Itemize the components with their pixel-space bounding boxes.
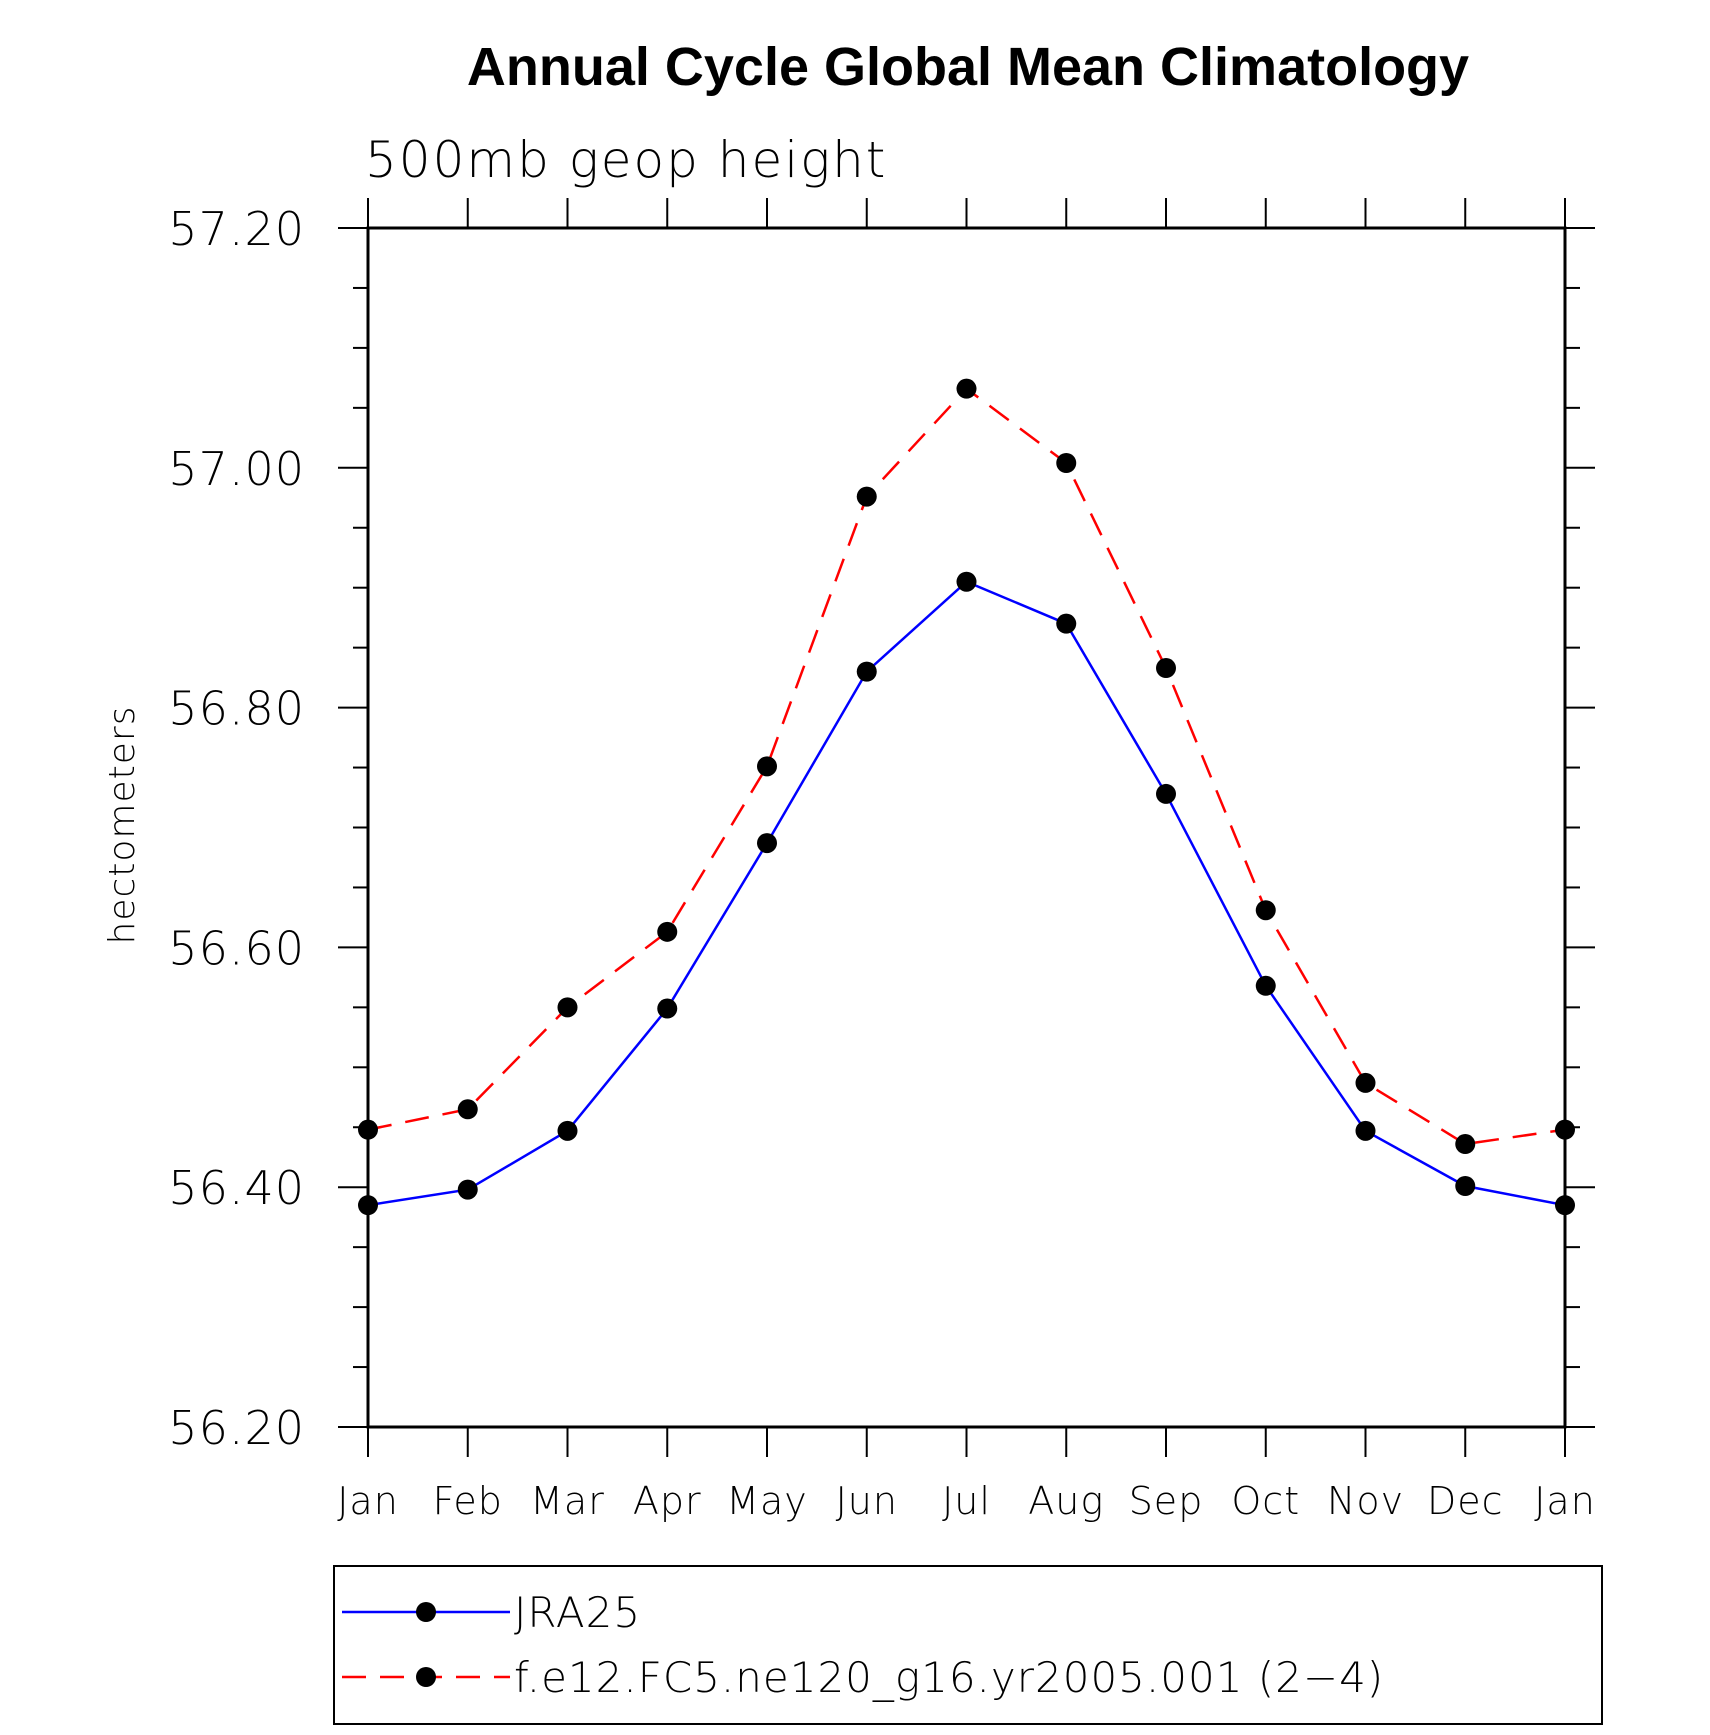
legend-label: f.e12.FC5.ne120_g16.yr2005.001 (2−4) (514, 1653, 1384, 1702)
data-point (856, 486, 877, 507)
data-point (1455, 1134, 1476, 1155)
data-point (1056, 453, 1077, 474)
x-tick-label: Sep (1129, 1479, 1204, 1523)
data-point (1056, 613, 1077, 634)
y-tick-label: 56.20 (168, 1401, 305, 1455)
data-point (358, 1195, 378, 1216)
y-tick-label: 57.00 (168, 442, 305, 496)
legend-label: JRA25 (514, 1588, 641, 1637)
y-tick-label: 57.20 (168, 202, 305, 256)
series-line (367, 386, 1566, 1146)
data-point (1156, 658, 1176, 679)
chart-subtitle: 500mb geop height (365, 131, 887, 189)
x-tick-label: Apr (633, 1479, 702, 1523)
x-tick-label: Mar (530, 1479, 605, 1523)
data-point (457, 1099, 478, 1120)
x-tick-label: Aug (1028, 1479, 1104, 1523)
chart-title: Annual Cycle Global Mean Climatology (467, 37, 1469, 97)
legend: JRA25 f.e12.FC5.ne120_g16.yr2005.001 (2−4… (342, 1588, 1384, 1702)
x-tick-label: Feb (433, 1479, 503, 1523)
x-tick-label: Jun (836, 1479, 898, 1523)
data-point (1255, 975, 1276, 996)
series-group (358, 378, 1575, 1216)
x-tick-label: Jan (1534, 1479, 1596, 1523)
y-axis-label: hectometers (102, 706, 143, 945)
y-tick-label: 56.60 (168, 921, 305, 975)
data-point (358, 1119, 378, 1140)
plot-frame (366, 226, 1567, 1429)
x-tick-label: Oct (1231, 1479, 1300, 1523)
x-tick-label: Nov (1327, 1479, 1404, 1523)
legend-box (333, 1565, 1603, 1725)
data-point (1355, 1120, 1376, 1141)
data-point (557, 997, 578, 1018)
x-tick-labels: Jan Feb Mar Apr May Jun Jul Aug Sep Oct Nov Dec Jan (337, 1479, 1596, 1523)
x-tick-label: May (726, 1479, 808, 1523)
data-point (1156, 783, 1176, 804)
data-point (657, 998, 678, 1019)
data-point (557, 1120, 578, 1141)
x-tick-label: Jul (942, 1479, 991, 1523)
data-point (757, 756, 777, 777)
data-point (1355, 1072, 1376, 1093)
y-tick-label: 56.40 (168, 1161, 305, 1215)
x-tick-label: Jan (337, 1479, 399, 1523)
data-point (757, 833, 777, 854)
data-point (856, 661, 877, 682)
data-point (1255, 900, 1276, 921)
y-tick-label: 56.80 (168, 682, 305, 736)
y-tick-labels: 56.20 56.40 56.60 56.80 57.00 57.20 (168, 202, 305, 1455)
legend-marker (416, 1667, 436, 1687)
data-point (657, 921, 678, 942)
x-tick-label: Dec (1427, 1479, 1504, 1523)
data-point (1555, 1119, 1575, 1140)
series-line (367, 580, 1566, 1207)
data-point (1555, 1195, 1575, 1216)
data-point (956, 571, 977, 592)
data-point (1455, 1176, 1476, 1197)
data-point (956, 378, 977, 399)
data-point (457, 1179, 478, 1200)
legend-marker (416, 1602, 436, 1622)
